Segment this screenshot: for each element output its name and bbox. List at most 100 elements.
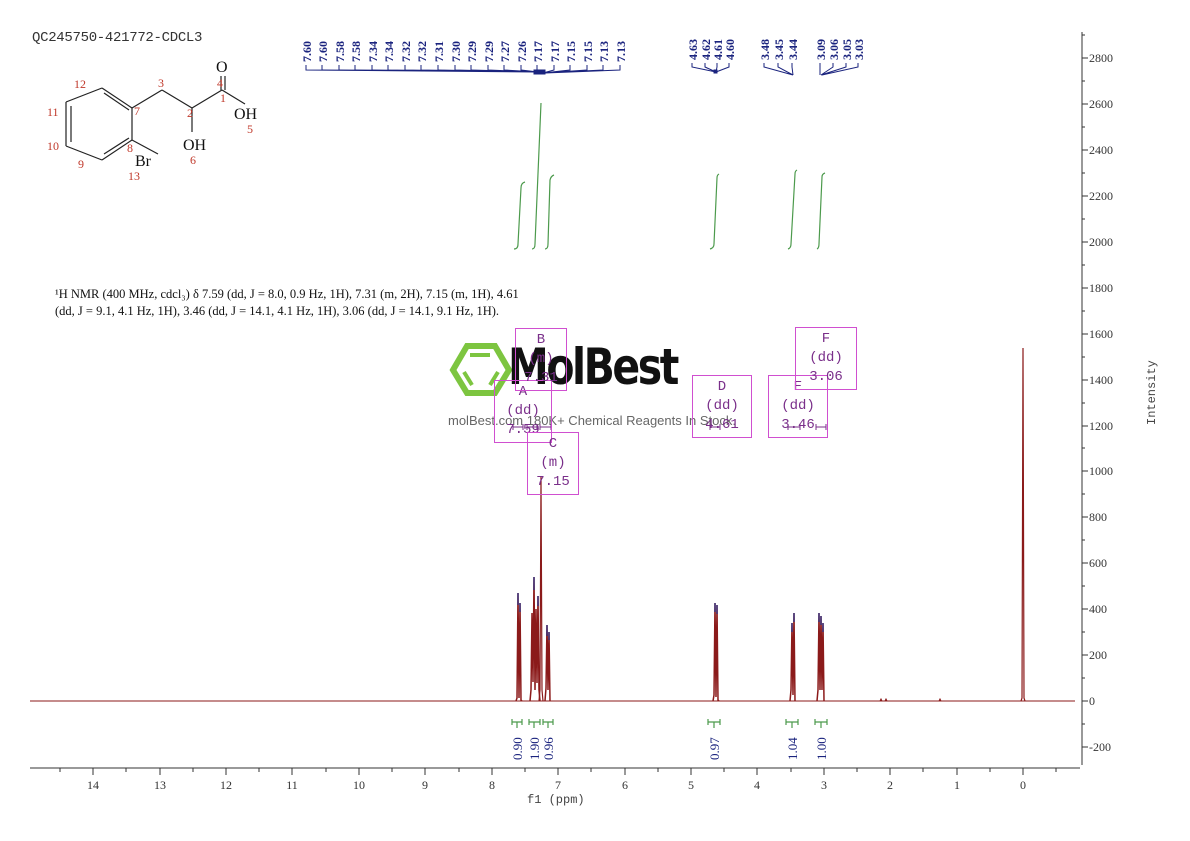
y-axis-title: Intensity — [1145, 360, 1159, 425]
peak-pick-label: 3.44 — [786, 39, 800, 60]
peak-label-multiplicity: F (dd) — [809, 331, 843, 366]
molbest-logo-icon — [449, 343, 513, 396]
peak-label-multiplicity: D (dd) — [705, 379, 739, 414]
y-tick-label: 2600 — [1089, 97, 1113, 111]
integral-value: 0.90 — [510, 737, 525, 760]
peak-pick-label: 4.61 — [711, 39, 725, 60]
atom-number: 2 — [187, 106, 193, 120]
peak-pick-label: 7.15 — [564, 41, 578, 62]
peak-pick-labels: 7.60 7.60 7.58 7.58 7.34 7.34 7.32 7.32 … — [300, 39, 866, 62]
y-tick-label: 1400 — [1089, 373, 1113, 387]
atom-number: 3 — [158, 76, 164, 90]
peak-pick-label: 3.06 — [827, 39, 841, 60]
summary-line-2: (dd, J = 9.1, 4.1 Hz, 1H), 3.46 (dd, J =… — [55, 304, 500, 318]
atom-number: 1 — [220, 91, 226, 105]
atom-number: 12 — [74, 77, 86, 91]
peak-label-d: D (dd) 4.61 — [692, 375, 752, 438]
x-tick-label: 13 — [154, 778, 166, 792]
y-tick-label: 2800 — [1089, 51, 1113, 65]
peak-label-shift: 4.61 — [705, 417, 739, 433]
peak-pick-label: 7.17 — [531, 41, 545, 62]
peak-label-b: B (m) 7.31 — [515, 328, 567, 391]
atom-label: OH — [234, 106, 258, 123]
peak-pick-label: 7.27 — [498, 41, 512, 62]
peak-pick-label: 7.13 — [614, 41, 628, 62]
peak-label-c: C (m) 7.15 — [527, 432, 579, 495]
peak-pick-label: 7.58 — [333, 41, 347, 62]
peak-label-e: E (dd) 3.46 — [768, 375, 828, 438]
y-tick-label: 0 — [1089, 694, 1095, 708]
peak-label-a: A (dd) 7.59 — [494, 380, 552, 443]
chemical-structure: 1 2 3 4 5 6 7 8 9 10 11 12 13 O OH OH Br — [47, 59, 258, 183]
multiplet-range-markers — [512, 424, 827, 430]
integral-value: 1.00 — [814, 737, 829, 760]
peak-pick-label: 7.15 — [581, 41, 595, 62]
peak-pick-label: 7.32 — [399, 41, 413, 62]
x-tick-label: 7 — [555, 778, 561, 792]
peak-label-multiplicity: C (m) — [540, 436, 566, 471]
atom-number: 7 — [134, 104, 140, 118]
peak-label-multiplicity: E (dd) — [781, 379, 815, 414]
y-tick-label: 2000 — [1089, 235, 1113, 249]
atom-number: 8 — [127, 141, 133, 155]
y-tick-label: -200 — [1089, 740, 1111, 754]
x-tick-label: 4 — [754, 778, 760, 792]
integral-values: 0.90 1.90 0.96 0.97 1.04 1.00 — [510, 737, 829, 760]
peak-label-multiplicity: B (m) — [528, 332, 554, 367]
peak-label-f: F (dd) 3.06 — [795, 327, 857, 390]
peak-pick-label: 7.32 — [415, 41, 429, 62]
y-tick-label: 2200 — [1089, 189, 1113, 203]
peak-pick-label: 3.48 — [758, 39, 772, 60]
peak-pick-label: 7.26 — [515, 41, 529, 62]
peak-pick-label: 7.34 — [366, 41, 380, 62]
atom-label: Br — [135, 153, 152, 170]
x-tick-label: 0 — [1020, 778, 1026, 792]
atom-number: 10 — [47, 139, 59, 153]
watermark-logo: MolBest — [508, 338, 679, 396]
atom-number: 11 — [47, 105, 59, 119]
y-tick-label: 1600 — [1089, 327, 1113, 341]
x-tick-label: 12 — [220, 778, 232, 792]
nmr-summary: ¹H NMR (400 MHz, cdcl₃) δ 7.59 (dd, J = … — [55, 286, 655, 320]
peak-pick-label: 7.60 — [300, 41, 314, 62]
peak-pick-label: 7.60 — [316, 41, 330, 62]
peak-pick-label: 4.60 — [723, 39, 737, 60]
peak-pick-label: 4.63 — [686, 39, 700, 60]
peak-pick-brackets — [305, 63, 859, 76]
y-tick-label: 400 — [1089, 602, 1107, 616]
peak-label-shift: 7.59 — [506, 422, 540, 438]
x-tick-label: 6 — [622, 778, 628, 792]
x-tick-label: 5 — [688, 778, 694, 792]
peak-tip-markers — [517, 577, 824, 640]
atom-label: O — [216, 59, 228, 76]
y-tick-label: 600 — [1089, 556, 1107, 570]
atom-label: OH — [183, 137, 207, 154]
x-axis-title: f1 (ppm) — [527, 793, 585, 807]
x-tick-label: 2 — [887, 778, 893, 792]
watermark-tagline: molBest.com 180K+ Chemical Reagents In S… — [448, 413, 736, 428]
y-axis-tick-labels: -200 0 200 400 600 800 1000 1200 1400 16… — [1089, 51, 1113, 754]
integral-bars — [511, 719, 828, 728]
peak-label-shift: 3.06 — [809, 369, 843, 385]
y-tick-label: 200 — [1089, 648, 1107, 662]
peak-pick-label: 7.30 — [449, 41, 463, 62]
y-tick-label: 2400 — [1089, 143, 1113, 157]
peak-pick-label: 7.17 — [548, 41, 562, 62]
peak-pick-label: 4.62 — [699, 39, 713, 60]
atom-number: 4 — [217, 76, 223, 90]
x-tick-label: 9 — [422, 778, 428, 792]
peak-pick-label: 3.05 — [840, 39, 854, 60]
integral-value: 1.04 — [785, 737, 800, 760]
atom-number: 13 — [128, 169, 140, 183]
integral-value: 1.90 — [527, 737, 542, 760]
integral-value: 0.97 — [707, 737, 722, 760]
spectrum-trace — [30, 347, 1075, 702]
peak-pick-label: 3.03 — [852, 39, 866, 60]
y-tick-label: 1200 — [1089, 419, 1113, 433]
sample-id: QC245750-421772-CDCL3 — [32, 30, 203, 46]
y-tick-label: 1000 — [1089, 464, 1113, 478]
atom-number: 5 — [247, 122, 253, 136]
x-tick-label: 10 — [353, 778, 365, 792]
peak-pick-label: 3.45 — [772, 39, 786, 60]
